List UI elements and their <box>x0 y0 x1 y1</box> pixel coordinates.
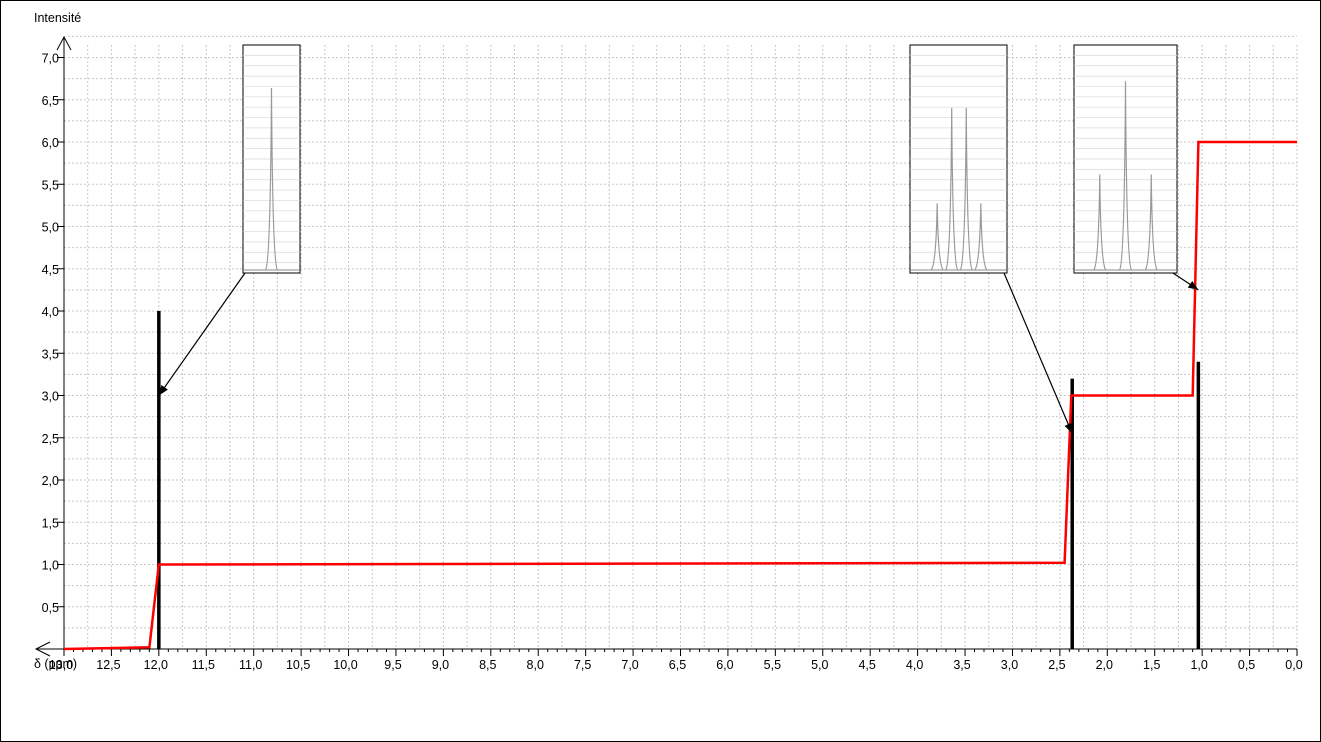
x-tick-label: 8,5 <box>479 658 496 672</box>
x-tick-label: 12,5 <box>96 658 120 672</box>
insets <box>158 44 1199 434</box>
x-tick-label: 8,0 <box>527 658 544 672</box>
inset-peak <box>1093 174 1107 271</box>
inset-peak <box>264 87 279 271</box>
x-tick-label: 4,0 <box>906 658 923 672</box>
axes <box>34 35 1298 657</box>
x-tick-label: 9,5 <box>384 658 401 672</box>
x-tick-label: 9,0 <box>432 658 449 672</box>
inset-box <box>1073 44 1199 291</box>
x-tick-label: 11,0 <box>239 658 262 672</box>
y-tick-label: 2,5 <box>42 432 59 446</box>
y-axis-label: Intensité <box>34 11 81 25</box>
x-tick-label: 3,0 <box>1001 658 1018 672</box>
y-tick-label: 3,5 <box>42 347 59 361</box>
y-tick-label: 6,5 <box>42 94 59 108</box>
x-tick-label: 2,5 <box>1048 658 1065 672</box>
x-tick-label: 4,5 <box>858 658 875 672</box>
x-tick-label: 1,0 <box>1190 658 1207 672</box>
y-tick-label: 4,5 <box>42 263 59 277</box>
x-tick-label: 7,5 <box>574 658 591 672</box>
integration-curve <box>63 140 1297 651</box>
x-tick-label: 5,0 <box>811 658 828 672</box>
y-tick-label: 2,0 <box>42 474 59 488</box>
inset-peak <box>959 107 973 271</box>
x-tick-label: 6,5 <box>669 658 686 672</box>
x-tick-label: 1,5 <box>1143 658 1160 672</box>
x-axis-label: δ (ppm) <box>34 657 77 671</box>
x-tick-label: 10,0 <box>333 658 357 672</box>
integration-line <box>63 140 1297 651</box>
y-axis-arrow <box>56 35 72 51</box>
inset-arrow-line <box>158 272 246 396</box>
y-tick-label: 6,0 <box>42 136 59 150</box>
inset-arrow-head <box>1064 422 1073 434</box>
y-tick-label: 4,0 <box>42 305 59 319</box>
inset-box <box>909 44 1073 434</box>
x-axis-arrow <box>34 641 51 657</box>
inset-arrow-head <box>158 385 168 396</box>
inset-arrow-head <box>1187 281 1199 290</box>
x-tick-label: 2,0 <box>1096 658 1113 672</box>
x-tick-label: 0,0 <box>1285 658 1302 672</box>
inset-peak <box>1118 81 1133 271</box>
y-tick-label: 3,0 <box>42 390 59 404</box>
x-tick-label: 7,0 <box>621 658 638 672</box>
inset-peak <box>1144 174 1158 271</box>
y-tick-label: 5,0 <box>42 221 59 235</box>
y-tick-label: 1,5 <box>42 516 59 530</box>
x-tick-label: 13,0 <box>49 658 73 672</box>
y-tick-label: 0,5 <box>42 601 59 615</box>
tick-labels: 13,0 12,5 12,0 11,5 11,0 10,5 10,0 9,5 9,0 8,5 8,0… <box>42 52 1303 673</box>
inset-peak <box>974 203 988 271</box>
inset-peak <box>930 203 944 271</box>
x-tick-label: 11,5 <box>192 658 215 672</box>
y-tick-label: 1,0 <box>42 559 59 573</box>
y-tick-label: 5,5 <box>42 178 59 192</box>
inset-peak <box>945 107 959 271</box>
x-tick-label: 12,0 <box>144 658 168 672</box>
inset-box <box>158 44 301 396</box>
y-tick-label: 7,0 <box>42 52 59 66</box>
peaks <box>157 311 1201 649</box>
x-tick-label: 0,5 <box>1238 658 1255 672</box>
inset-arrow-line <box>1003 272 1073 434</box>
x-tick-label: 6,0 <box>716 658 733 672</box>
x-tick-label: 10,5 <box>286 658 310 672</box>
x-tick-label: 3,5 <box>953 658 970 672</box>
x-tick-label: 5,5 <box>764 658 781 672</box>
